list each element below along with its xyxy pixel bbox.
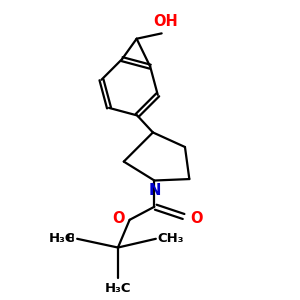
Text: OH: OH <box>154 14 178 29</box>
Text: H₃C: H₃C <box>49 232 76 245</box>
Text: O: O <box>190 211 203 226</box>
Text: H: H <box>66 234 74 243</box>
Text: H₃C: H₃C <box>105 282 131 295</box>
Text: CH₃: CH₃ <box>157 232 184 245</box>
Text: O: O <box>112 211 124 226</box>
Text: N: N <box>148 183 160 198</box>
